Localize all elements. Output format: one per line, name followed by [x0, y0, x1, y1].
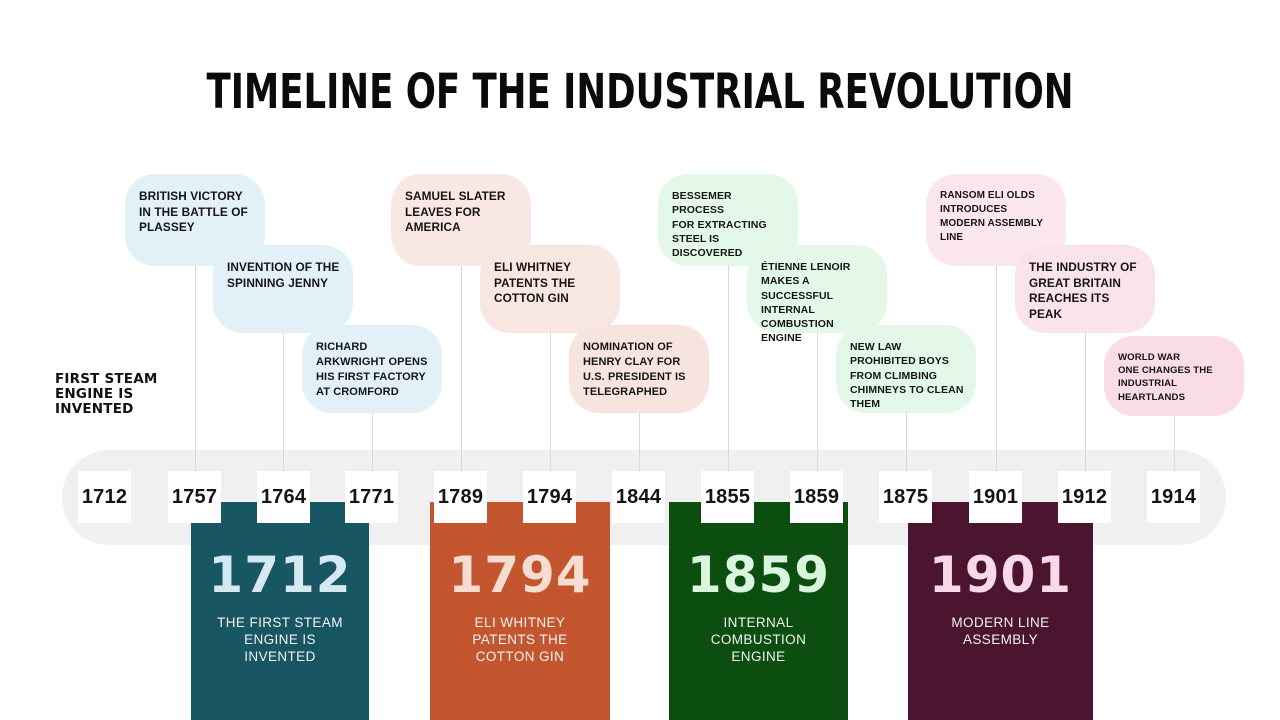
- era-card-label: MODERN LINE ASSEMBLY: [951, 615, 1050, 647]
- connector-line-1855: [728, 266, 729, 471]
- slide-title: TIMELINE OF THE INDUSTRIAL REVOLUTION: [206, 64, 1074, 120]
- era-card-1794: 1794 ELI WHITNEY PATENTS THE COTTON GIN: [430, 502, 610, 720]
- first-event-label: FIRST STEAM ENGINE IS INVENTED: [55, 371, 158, 417]
- connector-line-1859: [817, 333, 818, 471]
- year-marker-1757: 1757: [168, 471, 221, 523]
- callout-text: ELI WHITNEY PATENTS THE COTTON GIN: [494, 260, 576, 305]
- year-marker-1855: 1855: [701, 471, 754, 523]
- era-card-label: THE FIRST STEAM ENGINE IS INVENTED: [217, 615, 343, 664]
- year-marker-1794: 1794: [523, 471, 576, 523]
- connector-line-1764: [283, 333, 284, 471]
- callout-text: WORLD WAR ONE CHANGES THE INDUSTRIAL HEA…: [1118, 352, 1213, 403]
- era-card-year: 1901: [928, 546, 1073, 604]
- callout-1771: RICHARD ARKWRIGHT OPENS HIS FIRST FACTOR…: [302, 325, 442, 413]
- callout-1859: ÉTIENNE LENOIR MAKES A SUCCESSFUL INTERN…: [747, 245, 887, 344]
- callout-text: BRITISH VICTORY IN THE BATTLE OF PLASSEY: [139, 189, 248, 234]
- callout-text: ÉTIENNE LENOIR MAKES A SUCCESSFUL INTERN…: [761, 261, 851, 345]
- era-card-1901: 1901 MODERN LINE ASSEMBLY: [908, 502, 1093, 720]
- callout-text: NOMINATION OF HENRY CLAY FOR U.S. PRESID…: [583, 341, 686, 398]
- connector-line-1789: [461, 266, 462, 471]
- era-card-1712: 1712 THE FIRST STEAM ENGINE IS INVENTED: [191, 502, 369, 720]
- connector-line-1757: [195, 266, 196, 471]
- connector-line-1912: [1085, 333, 1086, 471]
- era-card-1859: 1859 INTERNAL COMBUSTION ENGINE: [669, 502, 848, 720]
- year-marker-1914: 1914: [1147, 471, 1200, 523]
- year-marker-1875: 1875: [879, 471, 932, 523]
- year-marker-1901: 1901: [969, 471, 1022, 523]
- callout-1764: INVENTION OF THE SPINNING JENNY: [213, 245, 353, 333]
- year-marker-1789: 1789: [434, 471, 487, 523]
- callout-text: THE INDUSTRY OF GREAT BRITAIN REACHES IT…: [1029, 260, 1137, 321]
- callout-text: INVENTION OF THE SPINNING JENNY: [227, 260, 340, 290]
- callout-1794: ELI WHITNEY PATENTS THE COTTON GIN: [480, 245, 620, 333]
- era-card-year: 1859: [686, 546, 831, 604]
- callout-1844: NOMINATION OF HENRY CLAY FOR U.S. PRESID…: [569, 325, 709, 413]
- era-card-year: 1794: [448, 546, 592, 604]
- callout-text: RICHARD ARKWRIGHT OPENS HIS FIRST FACTOR…: [316, 341, 428, 398]
- era-card-label: INTERNAL COMBUSTION ENGINE: [710, 615, 807, 664]
- callout-1912: THE INDUSTRY OF GREAT BRITAIN REACHES IT…: [1015, 245, 1155, 333]
- callout-text: NEW LAW PROHIBITED BOYS FROM CLIMBING CH…: [850, 341, 964, 411]
- year-marker-1912: 1912: [1058, 471, 1111, 523]
- era-card-year: 1712: [208, 546, 352, 604]
- year-marker-1859: 1859: [790, 471, 843, 523]
- connector-line-1794: [550, 333, 551, 471]
- callout-text: SAMUEL SLATER LEAVES FOR AMERICA: [405, 189, 506, 234]
- connector-line-1901: [996, 266, 997, 471]
- year-marker-1712: 1712: [78, 471, 131, 523]
- callout-text: BESSEMER PROCESS FOR EXTRACTING STEEL IS…: [672, 190, 767, 260]
- year-marker-1771: 1771: [345, 471, 398, 523]
- callout-1914: WORLD WAR ONE CHANGES THE INDUSTRIAL HEA…: [1104, 336, 1244, 416]
- year-marker-1764: 1764: [257, 471, 310, 523]
- callout-1875: NEW LAW PROHIBITED BOYS FROM CLIMBING CH…: [836, 325, 976, 413]
- era-card-label: ELI WHITNEY PATENTS THE COTTON GIN: [472, 615, 568, 664]
- connector-line-1771: [372, 413, 373, 471]
- callout-text: RANSOM ELI OLDS INTRODUCES MODERN ASSEMB…: [940, 190, 1043, 243]
- year-marker-1844: 1844: [612, 471, 665, 523]
- connector-line-1844: [639, 413, 640, 471]
- connector-line-1875: [906, 413, 907, 471]
- connector-line-1914: [1174, 416, 1175, 471]
- callout-1901: RANSOM ELI OLDS INTRODUCES MODERN ASSEMB…: [926, 174, 1066, 266]
- callout-1855: BESSEMER PROCESS FOR EXTRACTING STEEL IS…: [658, 174, 798, 266]
